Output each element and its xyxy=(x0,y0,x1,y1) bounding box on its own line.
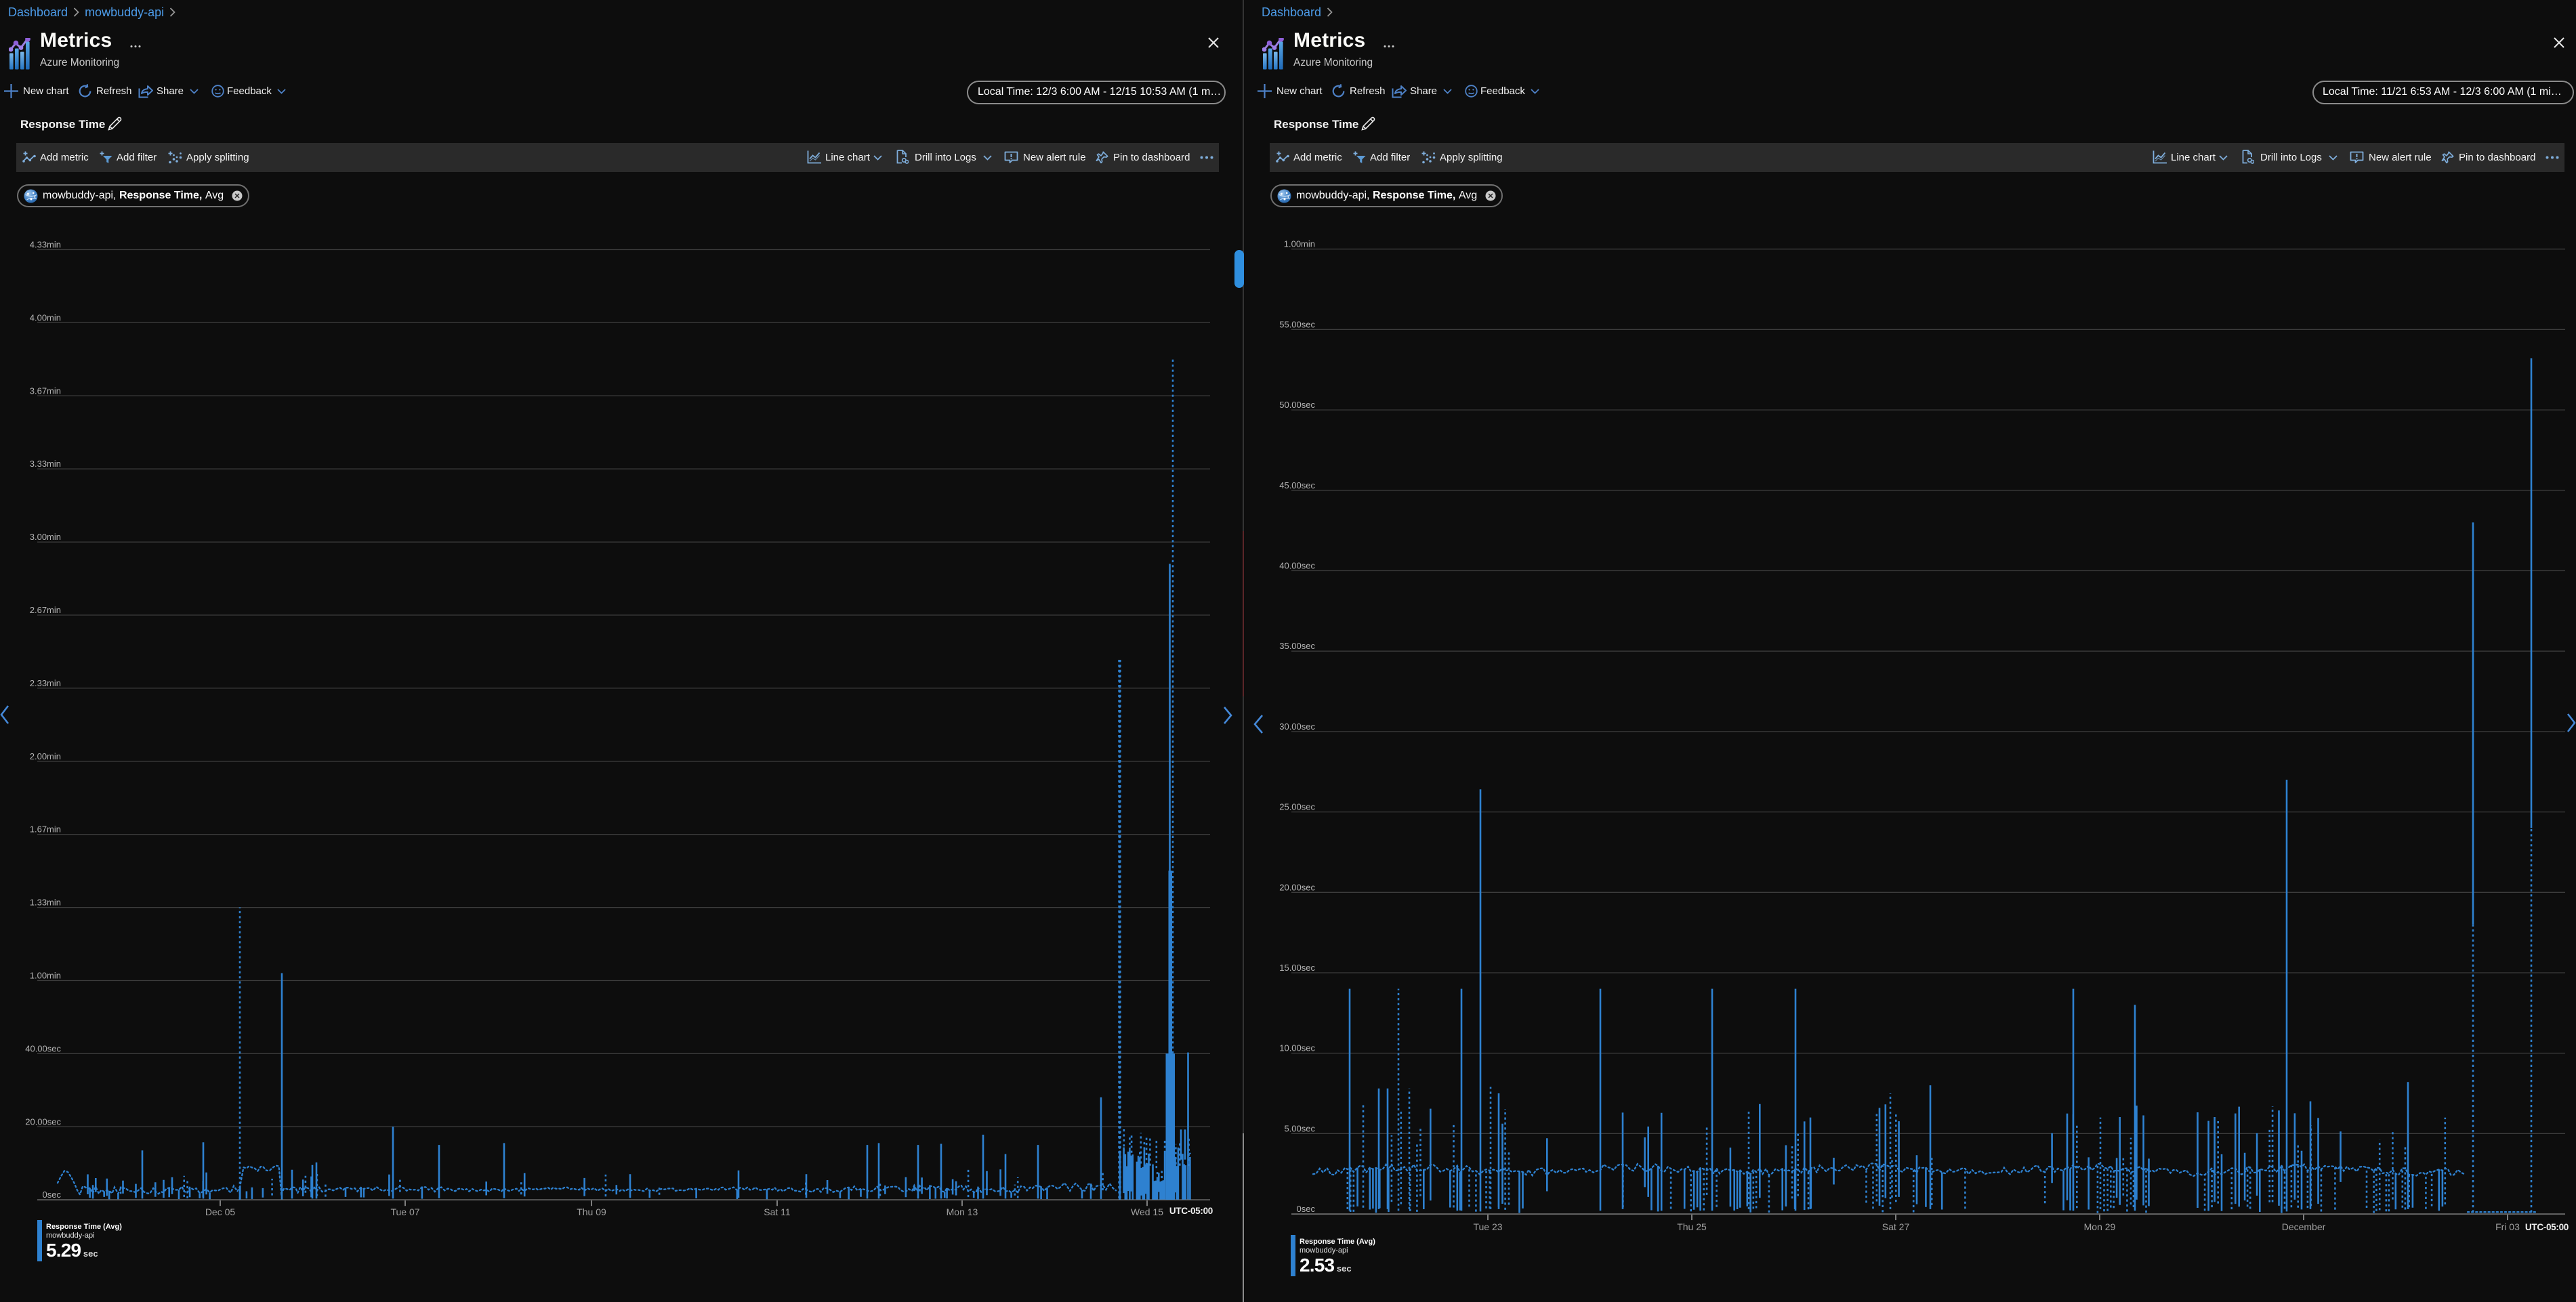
svg-text:Sat 27: Sat 27 xyxy=(1882,1221,1910,1232)
svg-text:4.33min: 4.33min xyxy=(30,240,61,250)
svg-text:3.00min: 3.00min xyxy=(30,532,61,542)
svg-text:4.00min: 4.00min xyxy=(30,312,61,322)
svg-text:Sat 11: Sat 11 xyxy=(764,1206,791,1217)
svg-text:Dec 05: Dec 05 xyxy=(205,1206,236,1217)
svg-text:1.00min: 1.00min xyxy=(30,971,61,981)
svg-text:UTC-05:00: UTC-05:00 xyxy=(2525,1222,2569,1232)
svg-text:3.67min: 3.67min xyxy=(30,385,61,396)
svg-text:50.00sec: 50.00sec xyxy=(1279,400,1315,410)
svg-text:55.00sec: 55.00sec xyxy=(1279,319,1315,329)
svg-text:1.00min: 1.00min xyxy=(1284,239,1315,249)
svg-text:20.00sec: 20.00sec xyxy=(1279,882,1315,892)
svg-text:40.00sec: 40.00sec xyxy=(1279,561,1315,571)
svg-text:Fri 03: Fri 03 xyxy=(2495,1221,2520,1232)
svg-text:1.67min: 1.67min xyxy=(30,824,61,835)
svg-text:December: December xyxy=(2282,1221,2326,1232)
svg-text:UTC-05:00: UTC-05:00 xyxy=(1169,1206,1213,1216)
svg-text:40.00sec: 40.00sec xyxy=(25,1043,61,1053)
svg-text:30.00sec: 30.00sec xyxy=(1279,721,1315,732)
svg-text:Tue 07: Tue 07 xyxy=(390,1206,419,1217)
svg-text:3.33min: 3.33min xyxy=(30,459,61,469)
svg-text:Mon 13: Mon 13 xyxy=(947,1206,978,1217)
svg-text:Mon 29: Mon 29 xyxy=(2084,1221,2116,1232)
svg-text:Wed 15: Wed 15 xyxy=(1131,1206,1163,1217)
svg-text:2.00min: 2.00min xyxy=(30,751,61,761)
svg-text:20.00sec: 20.00sec xyxy=(25,1116,61,1127)
svg-text:0sec: 0sec xyxy=(43,1190,62,1200)
svg-text:1.33min: 1.33min xyxy=(30,898,61,908)
svg-text:Thu 25: Thu 25 xyxy=(1677,1221,1707,1232)
svg-text:Tue 23: Tue 23 xyxy=(1473,1221,1502,1232)
svg-text:0sec: 0sec xyxy=(1297,1204,1316,1214)
svg-text:2.33min: 2.33min xyxy=(30,678,61,688)
svg-text:35.00sec: 35.00sec xyxy=(1279,641,1315,651)
svg-text:10.00sec: 10.00sec xyxy=(1279,1043,1315,1053)
svg-text:2.67min: 2.67min xyxy=(30,605,61,615)
svg-text:25.00sec: 25.00sec xyxy=(1279,802,1315,812)
svg-text:5.00sec: 5.00sec xyxy=(1284,1123,1315,1133)
svg-text:15.00sec: 15.00sec xyxy=(1279,963,1315,973)
svg-text:Thu 09: Thu 09 xyxy=(577,1206,606,1217)
svg-text:45.00sec: 45.00sec xyxy=(1279,480,1315,490)
